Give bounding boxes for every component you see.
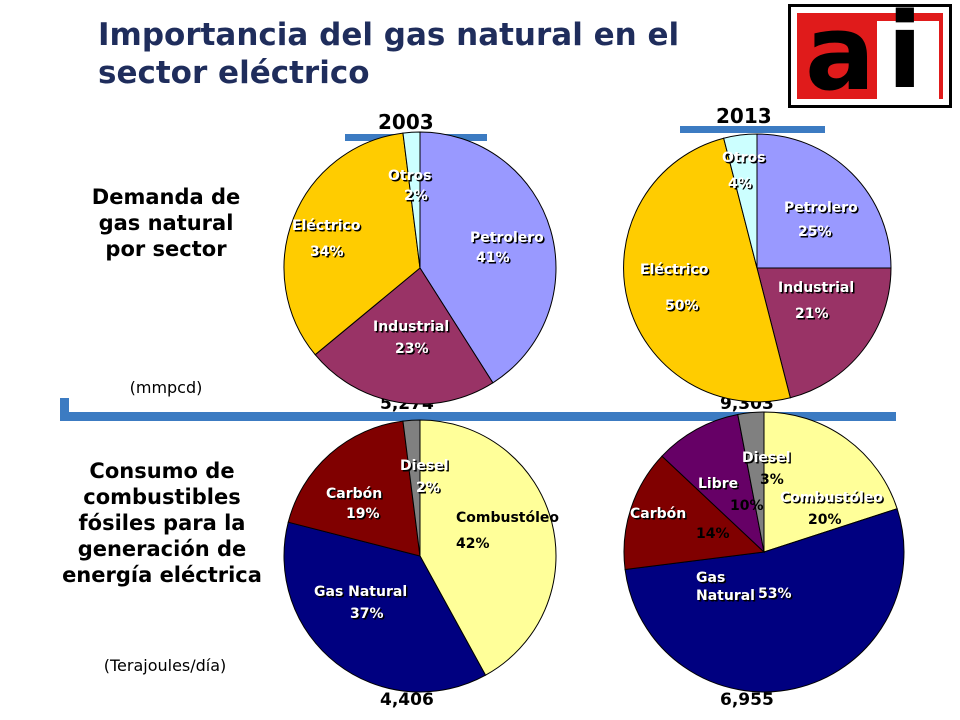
pie-label-0-electrico-value-shadow: 34% — [312, 246, 346, 262]
pie-label-2-combustoleo-name: Combustóleo — [456, 510, 559, 526]
consumption-unit: (Terajoules/día) — [103, 656, 227, 675]
pie-label-3-libre-value: 10% — [730, 498, 764, 514]
pie-slice-2-combustoleo — [419, 419, 557, 676]
pie-label-2-gas-natural-value-shadow: 37% — [352, 608, 386, 624]
pie-label-0-petrolero-name: Petrolero — [470, 230, 544, 246]
pie-slice-3-gas-natural — [624, 508, 905, 693]
pie-label-3-carbon-name: Carbón — [630, 506, 686, 522]
demand-label: Demanda de gas natural por sector — [91, 185, 241, 261]
pie-label-0-petrolero-name-shadow: Petrolero — [472, 232, 546, 248]
pie-label-1-otros-value: 4% — [728, 176, 752, 192]
pie-slice-3-libre — [661, 413, 765, 554]
pie-label-3-gas-natural-name-shadow: Gas — [698, 572, 727, 588]
pie-label-0-industrial-name-shadow: Industrial — [375, 321, 451, 337]
pie-slice-2-diesel — [402, 419, 421, 557]
pie-label-3-gas-natural-name-2-shadow: Natural — [698, 590, 757, 606]
pie-label-3-libre-name-shadow: Libre — [700, 478, 740, 494]
pie-slice-3-diesel — [737, 411, 765, 553]
year-right-bar — [680, 126, 825, 133]
pie-label-0-industrial-value: 23% — [395, 341, 429, 357]
pie-slice-1-petrolero — [756, 133, 892, 269]
demand-unit: (mmpcd) — [129, 378, 203, 397]
pie-label-0-petrolero-value-shadow: 41% — [478, 252, 512, 268]
pie-slice-3-combustoleo — [763, 411, 898, 553]
pie-label-0-electrico-name-shadow: Eléctrico — [294, 220, 363, 236]
pie-label-2-carbon-value: 19% — [346, 506, 380, 522]
pie-label-2-diesel-name: Diesel — [400, 458, 449, 474]
pie-label-1-electrico-name: Eléctrico — [640, 262, 709, 278]
pie-label-3-diesel-name-shadow: Diesel — [744, 452, 793, 468]
pie-label-1-industrial-name-shadow: Industrial — [780, 282, 856, 298]
total-consumption-2013: 6,955 — [720, 690, 774, 710]
pie-label-3-gas-natural-value: 53% — [758, 586, 792, 602]
pie-label-1-petrolero-value-shadow: 25% — [800, 226, 834, 242]
pie-slice-0-electrico — [283, 132, 421, 356]
pie-label-2-diesel-value-shadow: 2% — [418, 482, 442, 498]
logo: a i — [788, 0, 952, 114]
pie-label-0-otros-name-shadow: Otros — [390, 170, 433, 186]
pie-label-2-combustoleo-value: 42% — [456, 536, 490, 552]
pie-label-1-petrolero-name: Petrolero — [784, 200, 858, 216]
total-consumption-2003: 4,406 — [380, 690, 434, 710]
pie-slice-0-industrial — [314, 267, 494, 405]
pie-label-0-petrolero-value: 41% — [476, 250, 510, 266]
pie-label-2-diesel-name-shadow: Diesel — [402, 460, 451, 476]
pie-slice-0-otros — [402, 131, 421, 269]
pie-label-1-petrolero-value: 25% — [798, 224, 832, 240]
section-divider-tick — [60, 398, 69, 421]
pie-slice-2-carbon — [287, 420, 421, 557]
pie-label-1-otros-name-shadow: Otros — [724, 152, 767, 168]
pie-label-3-diesel-value: 3% — [760, 472, 784, 488]
pie-label-0-electrico-value: 34% — [310, 244, 344, 260]
pie-label-1-electrico-value: 50% — [665, 298, 699, 314]
pie-label-0-industrial-value-shadow: 23% — [397, 343, 431, 359]
pie-label-2-carbon-name-shadow: Carbón — [328, 488, 384, 504]
pie-label-2-gas-natural-name-shadow: Gas Natural — [316, 586, 409, 602]
pie-label-1-industrial-value: 21% — [795, 306, 829, 322]
pie-label-1-otros-value-shadow: 4% — [730, 178, 754, 194]
pie-label-1-industrial-value-shadow: 21% — [797, 308, 831, 324]
pie-slice-3-carbon — [623, 455, 766, 571]
pie-label-1-electrico-name-shadow: Eléctrico — [642, 264, 711, 280]
pie-label-0-electrico-name: Eléctrico — [292, 218, 361, 234]
pie-label-1-petrolero-name-shadow: Petrolero — [786, 202, 860, 218]
logo-white-block — [877, 21, 939, 103]
pie-label-2-carbon-name: Carbón — [326, 486, 382, 502]
pie-slice-0-petrolero — [419, 131, 557, 384]
year-right: 2013 — [716, 104, 772, 128]
logo-letter-i: i — [887, 0, 923, 112]
pie-label-3-gas-natural-name: Gas — [696, 570, 725, 586]
pie-label-3-carbon-value: 14% — [696, 526, 730, 542]
pie-label-0-otros-value: 2% — [404, 188, 428, 204]
pie-slice-1-industrial — [756, 267, 892, 399]
pie-label-3-combustoleo-name: Combustóleo — [780, 490, 883, 506]
pie-label-1-electrico-value-shadow: 50% — [667, 300, 701, 316]
pie-label-1-industrial-name: Industrial — [778, 280, 854, 296]
pie-label-1-otros-name: Otros — [722, 150, 765, 166]
pie-label-2-carbon-value-shadow: 19% — [348, 508, 382, 524]
pie-label-2-gas-natural-name: Gas Natural — [314, 584, 407, 600]
pie-slice-2-gas-natural — [283, 521, 487, 693]
pie-label-3-gas-natural-value-shadow: 53% — [760, 588, 794, 604]
pie-label-3-combustoleo-name-shadow: Combustóleo — [782, 492, 885, 508]
pie-slice-1-electrico — [623, 137, 791, 403]
pie-label-2-gas-natural-value: 37% — [350, 606, 384, 622]
page-title: Importancia del gas natural en el sector… — [98, 17, 680, 91]
consumption-label: Consumo de combustibles fósiles para la … — [62, 459, 262, 587]
section-divider — [60, 412, 896, 421]
pie-label-0-otros-name: Otros — [388, 168, 431, 184]
pie-label-3-libre-name: Libre — [698, 476, 738, 492]
pie-label-0-otros-value-shadow: 2% — [406, 190, 430, 206]
year-left: 2003 — [378, 110, 434, 134]
pie-label-3-gas-natural-name-2: Natural — [696, 588, 755, 604]
pie-label-2-diesel-value: 2% — [416, 480, 440, 496]
pie-label-3-carbon-name-shadow: Carbón — [632, 508, 688, 524]
pie-label-0-industrial-name: Industrial — [373, 319, 449, 335]
pie-label-3-combustoleo-value: 20% — [808, 512, 842, 528]
pie-slice-1-otros — [723, 133, 758, 269]
logo-letter-a: a — [805, 0, 876, 114]
pie-label-3-diesel-name: Diesel — [742, 450, 791, 466]
